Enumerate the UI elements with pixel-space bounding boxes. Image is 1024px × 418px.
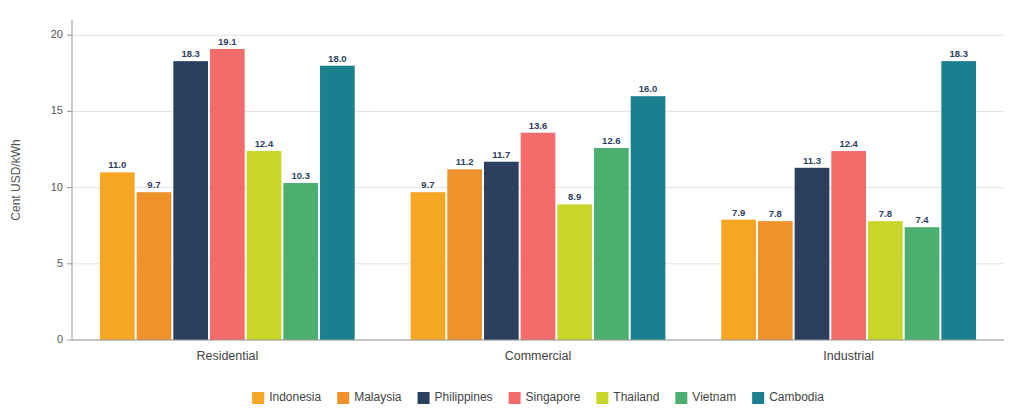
bar <box>795 168 830 340</box>
grid-line <box>72 35 1004 36</box>
data-label: 8.9 <box>568 191 581 202</box>
y-tick <box>67 35 72 36</box>
data-label: 16.0 <box>639 83 658 94</box>
data-label: 7.9 <box>732 207 745 218</box>
bar <box>557 204 592 340</box>
legend-label: Malaysia <box>354 390 402 404</box>
x-axis-line <box>72 340 1004 341</box>
legend-item: Indonesia <box>252 390 321 404</box>
legend-item: Philippines <box>418 390 493 404</box>
chart-svg: 0 5 10 15 20 Cent USD/kWh 11.0 9.7 7.9 9.7 11.2 7.8… <box>0 0 1024 418</box>
legend-item: Cambodia <box>752 390 824 404</box>
grid <box>72 35 1004 340</box>
legend-label: Vietnam <box>692 390 736 404</box>
legend-swatch <box>337 392 349 404</box>
bar <box>283 183 318 340</box>
bar <box>905 227 940 340</box>
data-label: 19.1 <box>218 36 237 47</box>
x-tick-label: Residential <box>196 349 258 363</box>
y-axis-label: Cent USD/kWh <box>9 139 23 220</box>
y-tick-label: 0 <box>57 333 63 345</box>
x-axis: Residential Commercial Industrial <box>196 349 874 363</box>
legend-swatch <box>509 392 521 404</box>
legend-swatch <box>596 392 608 404</box>
legend-swatch <box>252 392 264 404</box>
bar <box>173 61 208 340</box>
data-label: 7.4 <box>915 214 929 225</box>
bar <box>941 61 976 340</box>
y-tick <box>67 263 72 264</box>
legend-swatch <box>675 392 687 404</box>
data-label: 18.0 <box>328 53 347 64</box>
legend-item: Malaysia <box>337 390 402 404</box>
grid-line <box>72 340 1004 341</box>
bar <box>484 162 519 340</box>
data-label: 13.6 <box>529 120 548 131</box>
legend-item: Vietnam <box>675 390 736 404</box>
y-tick-label: 5 <box>57 257 63 269</box>
data-labels: 11.0 9.7 7.9 9.7 11.2 7.8 18.3 11.7 11.3 19.1 13.6… <box>108 36 968 225</box>
data-label: 7.8 <box>879 208 892 219</box>
legend-swatch <box>418 392 430 404</box>
data-label: 12.4 <box>839 138 858 149</box>
chart-container: 0 5 10 15 20 Cent USD/kWh 11.0 9.7 7.9 9.7 11.2 7.8… <box>0 0 1024 418</box>
data-label: 9.7 <box>147 179 160 190</box>
legend-item: Thailand <box>596 390 659 404</box>
data-label: 11.7 <box>492 149 510 160</box>
legend-label: Indonesia <box>269 390 321 404</box>
y-axis-line <box>72 20 73 340</box>
bar <box>247 151 282 340</box>
bar <box>631 96 666 340</box>
y-tick <box>67 187 72 188</box>
data-label: 9.7 <box>421 179 434 190</box>
y-tick-label: 20 <box>51 28 63 40</box>
data-label: 10.3 <box>291 170 310 181</box>
data-label: 11.0 <box>108 159 126 170</box>
bar <box>320 66 355 340</box>
bar <box>831 151 866 340</box>
y-tick <box>67 111 72 112</box>
bars <box>100 49 976 340</box>
x-tick-label: Industrial <box>823 349 874 363</box>
legend-label: Thailand <box>613 390 659 404</box>
data-label: 7.8 <box>769 208 782 219</box>
bar <box>411 192 446 340</box>
legend-swatch <box>752 392 764 404</box>
y-tick-label: 10 <box>51 181 63 193</box>
legend-item: Singapore <box>509 390 581 404</box>
data-label: 12.4 <box>255 138 274 149</box>
data-label: 18.3 <box>181 48 200 59</box>
y-tick <box>67 340 72 341</box>
data-label: 12.6 <box>602 135 621 146</box>
y-tick-label: 15 <box>51 104 63 116</box>
data-label: 18.3 <box>949 48 968 59</box>
legend-label: Philippines <box>435 390 493 404</box>
bar <box>210 49 245 340</box>
bar <box>594 148 629 340</box>
data-label: 11.2 <box>456 156 474 167</box>
bar <box>100 172 135 340</box>
bar <box>521 133 556 340</box>
bar <box>868 221 903 340</box>
bar <box>137 192 172 340</box>
bar <box>721 220 756 340</box>
bar <box>447 169 482 340</box>
y-axis: 0 5 10 15 20 <box>51 20 72 345</box>
legend-label: Singapore <box>526 390 581 404</box>
bar <box>758 221 793 340</box>
data-label: 11.3 <box>803 155 821 166</box>
legend: Indonesia Malaysia Philippines Singapore Tha… <box>252 390 824 404</box>
legend-label: Cambodia <box>769 390 824 404</box>
x-tick-label: Commercial <box>505 349 572 363</box>
